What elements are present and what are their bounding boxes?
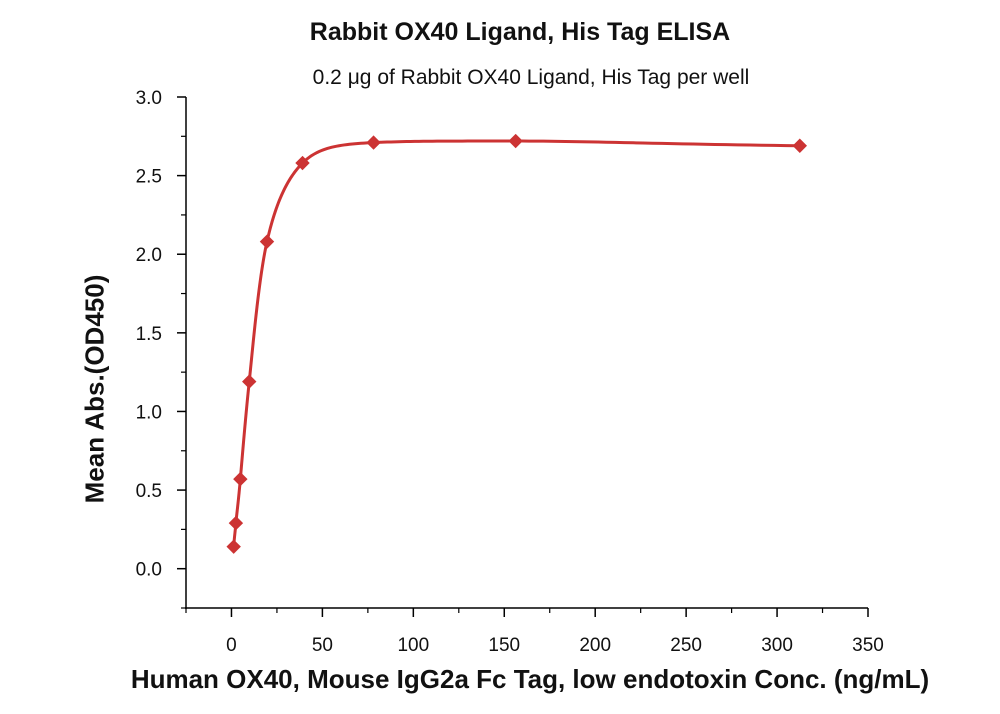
y-tick-label: 1.0 xyxy=(136,402,162,423)
x-tick-label: 50 xyxy=(312,635,333,656)
data-point xyxy=(366,135,381,150)
data-point xyxy=(259,234,275,249)
y-tick-label: 0.5 xyxy=(136,481,162,502)
y-axis-label: Mean Abs.(OD450) xyxy=(79,274,110,504)
data-point xyxy=(792,138,808,153)
data-point xyxy=(242,374,257,389)
tick-labels: 0.0 0.5 1.0 1.5 2.0 2.5 3.0 0 50 100 150 200 250 300 3… xyxy=(136,88,884,656)
data-point xyxy=(233,471,248,487)
data-point xyxy=(295,155,310,171)
axes xyxy=(177,96,869,617)
x-tick-label: 350 xyxy=(852,635,884,656)
chart-title: Rabbit OX40 Ligand, His Tag ELISA xyxy=(309,18,731,46)
x-tick-label: 200 xyxy=(579,635,611,656)
data-point xyxy=(508,133,523,149)
fit-curve xyxy=(232,139,800,547)
x-tick-label: 100 xyxy=(397,635,429,656)
data-point xyxy=(226,539,241,554)
x-tick-label: 250 xyxy=(670,635,702,656)
data-points xyxy=(226,133,808,554)
data-point xyxy=(228,515,244,531)
x-tick-label: 150 xyxy=(488,635,520,656)
y-tick-label: 2.5 xyxy=(136,167,162,188)
x-tick-label: 0 xyxy=(226,635,237,656)
chart-subtitle: 0.2 μg of Rabbit OX40 Ligand, His Tag pe… xyxy=(312,66,750,89)
x-axis-label: Human OX40, Mouse IgG2a Fc Tag, low endo… xyxy=(130,664,930,694)
y-tick-label: 0.0 xyxy=(136,560,162,581)
y-tick-label: 3.0 xyxy=(136,88,162,109)
x-tick-label: 300 xyxy=(761,635,793,656)
y-tick-label: 2.0 xyxy=(136,245,162,266)
y-tick-label: 1.5 xyxy=(136,324,162,345)
